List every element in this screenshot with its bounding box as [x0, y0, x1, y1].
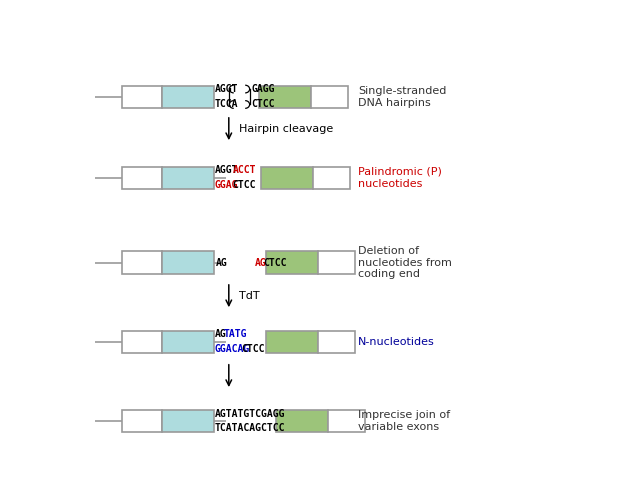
Text: AGGT: AGGT — [215, 85, 239, 95]
Text: Palindromic (P)
nucleotides: Palindromic (P) nucleotides — [358, 167, 442, 188]
Text: AG: AG — [215, 330, 227, 339]
Bar — [318, 331, 355, 353]
Text: CTCC: CTCC — [251, 99, 275, 109]
Text: Imprecise join of
variable exons: Imprecise join of variable exons — [358, 410, 450, 432]
Text: TCCA: TCCA — [215, 99, 239, 109]
Text: ACCT: ACCT — [232, 165, 256, 175]
Bar — [276, 410, 328, 432]
Bar — [310, 86, 348, 108]
Bar — [162, 167, 214, 189]
Text: AG: AG — [255, 258, 266, 268]
Text: N-nucleotides: N-nucleotides — [358, 337, 435, 347]
Bar — [162, 331, 214, 353]
Text: AGGT: AGGT — [215, 165, 239, 175]
Text: CTCC: CTCC — [241, 344, 264, 354]
Text: CTCC: CTCC — [263, 258, 287, 268]
Text: TCATACAGCTCC: TCATACAGCTCC — [215, 423, 285, 433]
Text: GGAG: GGAG — [215, 180, 239, 190]
Bar — [122, 167, 162, 189]
Bar — [266, 331, 318, 353]
Bar — [122, 252, 162, 274]
Text: Deletion of
nucleotides from
coding end: Deletion of nucleotides from coding end — [358, 246, 452, 279]
Text: AG: AG — [216, 258, 227, 268]
Text: Single-stranded
DNA hairpins: Single-stranded DNA hairpins — [358, 86, 446, 108]
Text: AGTATGTCGAGG: AGTATGTCGAGG — [215, 408, 285, 418]
Text: Hairpin cleavage: Hairpin cleavage — [239, 124, 333, 134]
Text: GAGG: GAGG — [251, 85, 275, 95]
Bar — [162, 86, 214, 108]
Bar — [318, 252, 355, 274]
Bar — [122, 410, 162, 432]
Text: CTCC: CTCC — [232, 180, 256, 190]
Bar — [162, 410, 214, 432]
Bar — [122, 86, 162, 108]
Text: GGACAG: GGACAG — [215, 344, 250, 354]
Bar — [313, 167, 350, 189]
Bar — [259, 86, 310, 108]
Bar — [162, 252, 214, 274]
Bar — [266, 252, 318, 274]
Bar — [122, 331, 162, 353]
Text: TdT: TdT — [239, 291, 259, 301]
Bar — [261, 167, 313, 189]
Text: TATG: TATG — [223, 330, 247, 339]
Bar — [328, 410, 365, 432]
